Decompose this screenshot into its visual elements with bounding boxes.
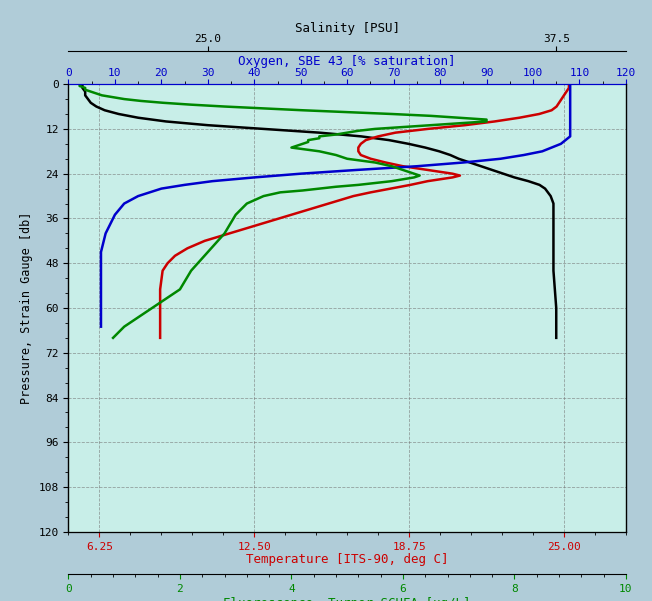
Y-axis label: Pressure, Strain Gauge [db]: Pressure, Strain Gauge [db] xyxy=(20,212,33,404)
X-axis label: Temperature [ITS-90, deg C]: Temperature [ITS-90, deg C] xyxy=(246,553,449,566)
X-axis label: Salinity [PSU]: Salinity [PSU] xyxy=(295,22,400,34)
X-axis label: Oxygen, SBE 43 [% saturation]: Oxygen, SBE 43 [% saturation] xyxy=(239,55,456,68)
X-axis label: Fluorescence, Turner SCUFA [ug/L]: Fluorescence, Turner SCUFA [ug/L] xyxy=(224,597,471,601)
